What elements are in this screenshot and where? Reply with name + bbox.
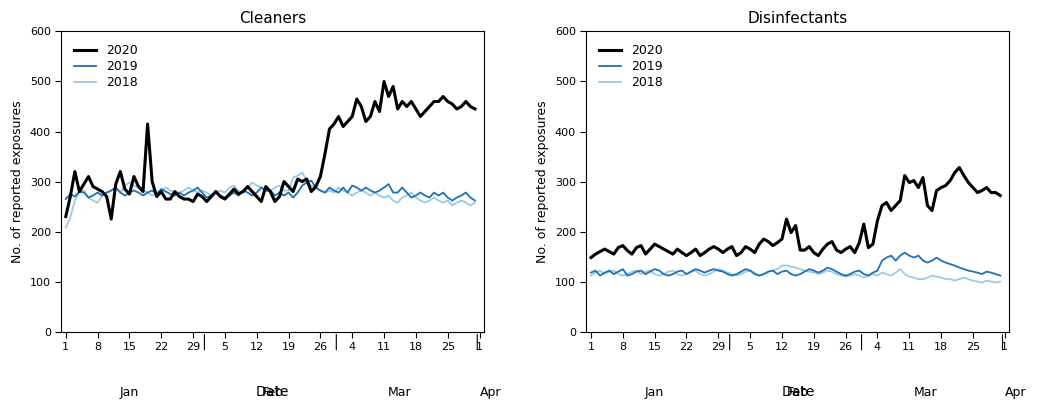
Text: Apr: Apr — [1005, 386, 1027, 399]
Title: Cleaners: Cleaners — [239, 11, 306, 26]
Text: Jan: Jan — [119, 386, 139, 399]
Text: Apr: Apr — [480, 386, 501, 399]
Legend: 2020, 2019, 2018: 2020, 2019, 2018 — [593, 38, 670, 95]
Y-axis label: No. of reported exposures: No. of reported exposures — [537, 100, 549, 263]
Title: Disinfectants: Disinfectants — [747, 11, 848, 26]
Text: Mar: Mar — [388, 386, 412, 399]
Text: Feb: Feb — [787, 386, 809, 399]
X-axis label: Date: Date — [782, 385, 815, 399]
Text: Feb: Feb — [262, 386, 283, 399]
Y-axis label: No. of reported exposures: No. of reported exposures — [11, 100, 24, 263]
Text: Jan: Jan — [645, 386, 664, 399]
X-axis label: Date: Date — [256, 385, 290, 399]
Legend: 2020, 2019, 2018: 2020, 2019, 2018 — [67, 38, 144, 95]
Text: Mar: Mar — [913, 386, 937, 399]
